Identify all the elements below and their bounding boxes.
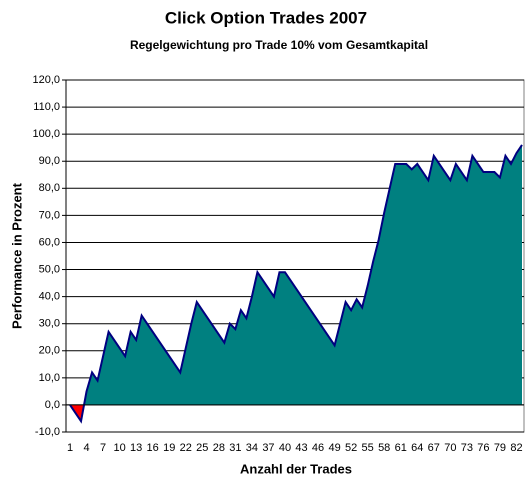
x-tick-label: 70: [444, 442, 456, 454]
y-tick-label: 110,0: [33, 101, 60, 113]
y-tick-label: 0,0: [45, 399, 60, 411]
x-tick-label: 82: [510, 442, 522, 454]
chart-title: Click Option Trades 2007: [165, 8, 367, 27]
x-tick-label: 67: [428, 442, 440, 454]
x-tick-label: 49: [328, 442, 340, 454]
x-tick-label: 7: [100, 442, 106, 454]
y-tick-label: 100,0: [32, 128, 60, 140]
y-tick-label: 10,0: [39, 372, 60, 384]
y-tick-label: 120,0: [32, 74, 60, 86]
y-tick-label: 80,0: [39, 182, 60, 194]
x-tick-label: 13: [130, 442, 142, 454]
chart-subtitle: Regelgewichtung pro Trade 10% vom Gesamt…: [130, 38, 428, 52]
x-tick-label: 25: [196, 442, 208, 454]
x-tick-label: 22: [180, 442, 192, 454]
x-tick-label: 46: [312, 442, 324, 454]
y-tick-label: 70,0: [39, 209, 60, 221]
y-tick-label: -10,0: [35, 426, 60, 438]
area-fill: [70, 144, 522, 405]
x-tick-label: 79: [494, 442, 506, 454]
y-tick-label: 20,0: [39, 345, 60, 357]
x-tick-label: 64: [411, 442, 423, 454]
x-tick-label: 52: [345, 442, 357, 454]
area-line: [69, 144, 523, 424]
y-tick-label: 60,0: [39, 236, 60, 248]
x-tick-label: 34: [246, 442, 258, 454]
x-tick-label: 76: [477, 442, 489, 454]
x-tick-label: 37: [262, 442, 274, 454]
x-tick-label: 61: [395, 442, 407, 454]
x-tick-label: 55: [362, 442, 374, 454]
x-tick-label: 73: [461, 442, 473, 454]
x-tick-label: 40: [279, 442, 291, 454]
x-tick-label: 10: [113, 442, 125, 454]
x-tick-label: 31: [229, 442, 241, 454]
y-tick-label: 40,0: [39, 291, 60, 303]
x-axis-title: Anzahl der Trades: [240, 461, 352, 476]
x-tick-label: 19: [163, 442, 175, 454]
y-tick-label: 30,0: [39, 318, 60, 330]
x-tick-label: 4: [83, 442, 89, 454]
y-tick-label: 50,0: [39, 263, 60, 275]
x-tick-label: 43: [295, 442, 307, 454]
y-axis-title: Performance in Prozent: [9, 182, 24, 329]
x-tick-label: 16: [147, 442, 159, 454]
x-tick-label: 1: [67, 442, 73, 454]
y-tick-label: 90,0: [39, 155, 60, 167]
x-tick-label: 28: [213, 442, 225, 454]
x-tick-label: 58: [378, 442, 390, 454]
